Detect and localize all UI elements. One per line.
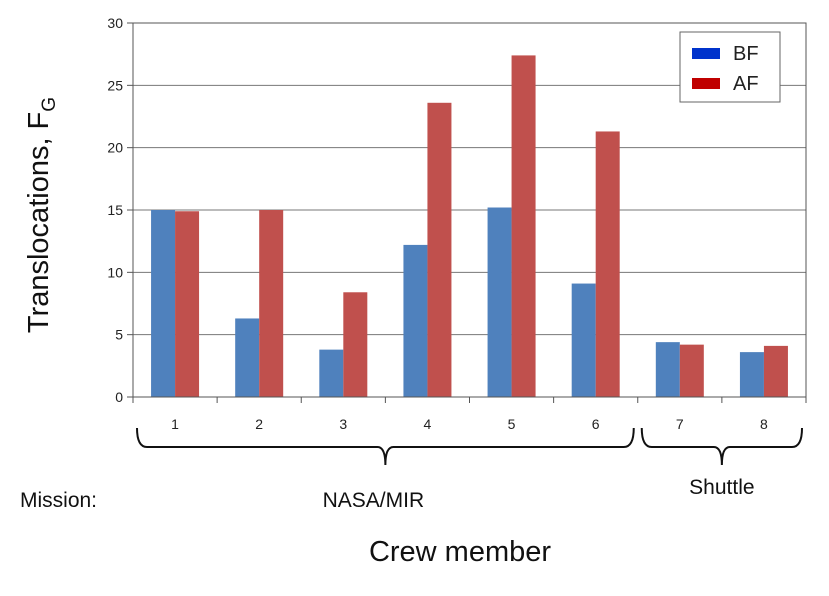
mission-label: Mission: bbox=[20, 489, 97, 512]
y-tick-label: 10 bbox=[107, 264, 123, 280]
bar-bf bbox=[151, 210, 176, 397]
legend-label-af: AF bbox=[733, 73, 759, 95]
bar-bf bbox=[403, 244, 428, 397]
y-tick-label: 25 bbox=[107, 77, 123, 93]
y-tick-label: 5 bbox=[115, 327, 123, 343]
bars bbox=[151, 55, 788, 398]
x-tick-label: 6 bbox=[592, 416, 600, 432]
bar-af bbox=[511, 55, 536, 398]
bar-bf bbox=[235, 318, 260, 397]
x-axis-label: Crew member bbox=[369, 536, 551, 568]
bar-af bbox=[595, 131, 620, 397]
tick-labels: 0 5 10 15 20 25 30 1 2 3 4 5 6 7 8 bbox=[107, 15, 768, 432]
bar-af bbox=[679, 344, 704, 397]
x-tick-label: 4 bbox=[424, 416, 432, 432]
bar-bf bbox=[571, 283, 596, 397]
bar-af bbox=[763, 345, 788, 397]
bar-af bbox=[175, 211, 200, 397]
legend-swatch-af bbox=[692, 78, 720, 89]
y-axis-label: Translocations, FG bbox=[23, 97, 60, 333]
y-tick-label: 30 bbox=[107, 15, 123, 31]
legend: BF AF bbox=[679, 31, 781, 103]
legend-swatch-bf bbox=[692, 48, 720, 59]
x-tick-label: 7 bbox=[676, 416, 684, 432]
group-brace bbox=[136, 427, 635, 466]
bar-af bbox=[259, 210, 284, 397]
group-brace bbox=[640, 427, 803, 466]
group-braces: NASA/MIR Shuttle bbox=[136, 427, 803, 512]
bar-bf bbox=[739, 352, 764, 397]
x-tick-label: 1 bbox=[171, 416, 179, 432]
bar-af bbox=[343, 292, 368, 397]
y-axis-label-subscript: G bbox=[39, 97, 60, 112]
y-tick-label: 15 bbox=[107, 202, 123, 218]
bar-bf bbox=[655, 342, 680, 397]
legend-label-bf: BF bbox=[733, 43, 759, 65]
bar-bf bbox=[487, 207, 512, 397]
bar-af bbox=[427, 102, 452, 397]
x-tick-label: 2 bbox=[255, 416, 263, 432]
x-tick-label: 8 bbox=[760, 416, 768, 432]
bar-bf bbox=[319, 349, 344, 397]
group-label-nasa-mir: NASA/MIR bbox=[323, 489, 425, 512]
axes bbox=[127, 22, 807, 403]
group-label-shuttle: Shuttle bbox=[689, 476, 754, 499]
y-tick-label: 0 bbox=[115, 389, 123, 405]
x-tick-label: 5 bbox=[508, 416, 516, 432]
y-axis-label-main: Translocations, F bbox=[23, 112, 55, 333]
legend-box bbox=[679, 31, 781, 103]
y-tick-label: 20 bbox=[107, 140, 123, 156]
x-tick-label: 3 bbox=[339, 416, 347, 432]
